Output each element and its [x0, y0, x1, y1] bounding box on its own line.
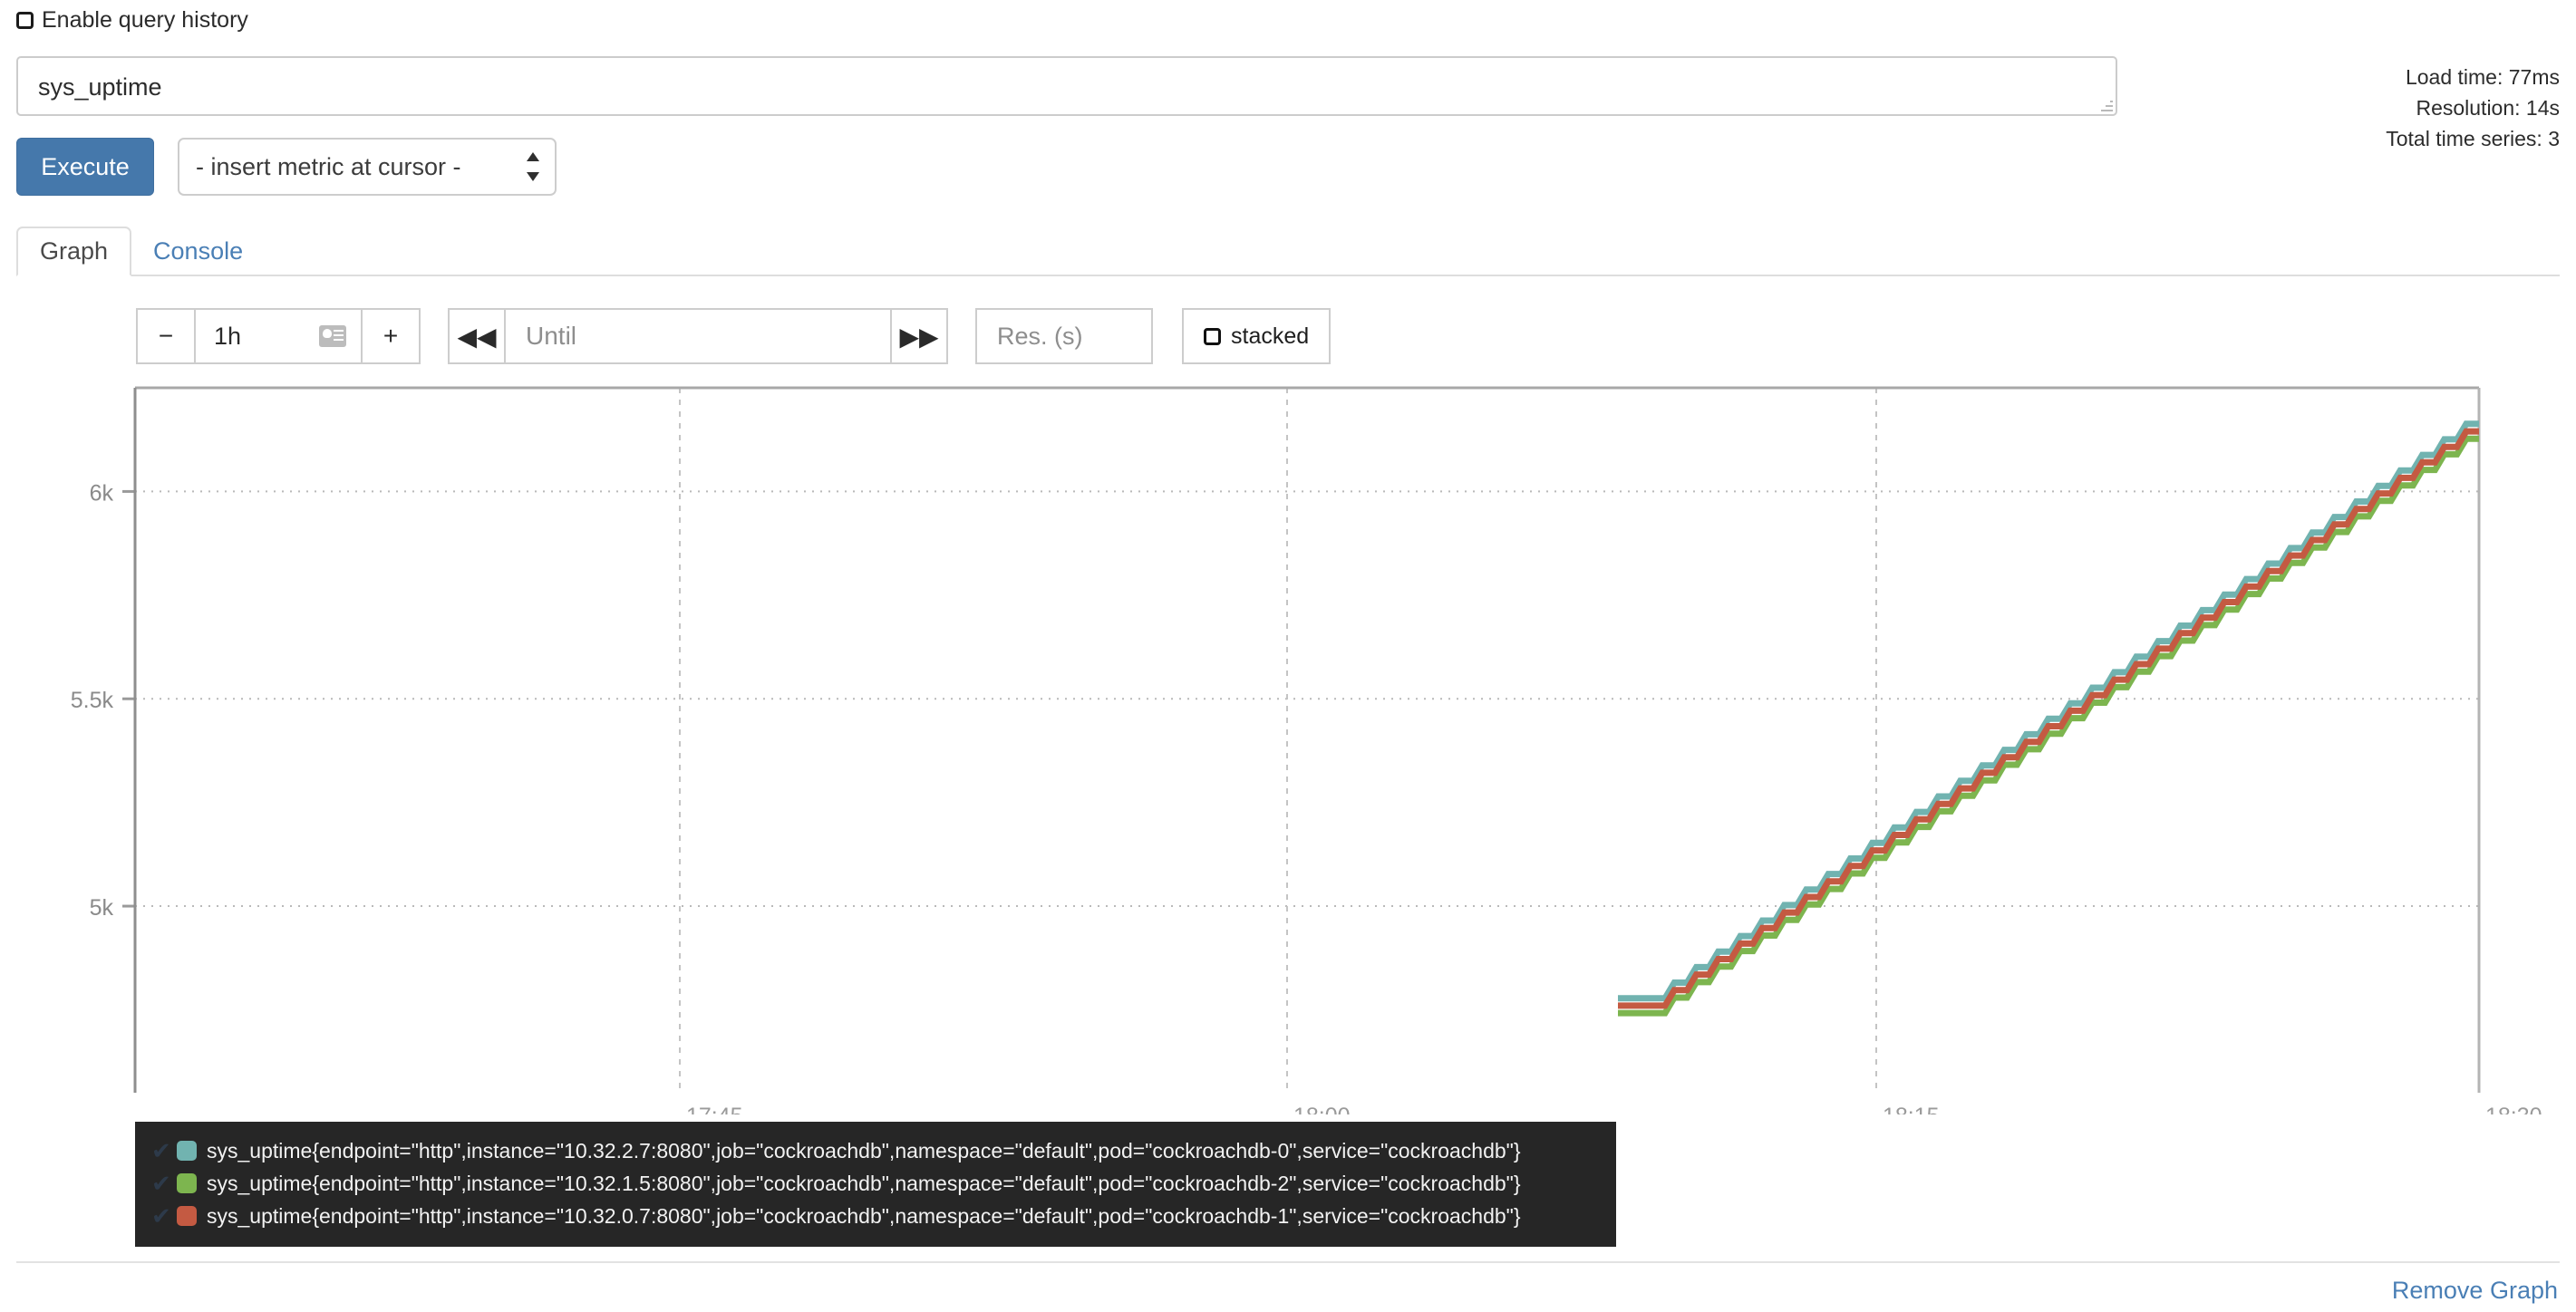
tab-bar: Graph Console: [16, 222, 2560, 276]
insert-metric-selected-value: - insert metric at cursor -: [196, 152, 461, 180]
svg-text:17:45: 17:45: [686, 1104, 743, 1114]
checkbox-icon[interactable]: [16, 12, 34, 29]
execute-button[interactable]: Execute: [16, 138, 154, 196]
legend-color-swatch: [177, 1173, 197, 1193]
step-forward-icon[interactable]: ▶▶: [890, 308, 948, 364]
decrease-range-button[interactable]: −: [136, 308, 196, 364]
legend-item[interactable]: ✔ sys_uptime{endpoint="http",instance="1…: [135, 1200, 1616, 1232]
panel-divider: [16, 1261, 2560, 1263]
range-input[interactable]: 1h: [194, 308, 363, 364]
uptime-line-chart[interactable]: 5k 5.5k 6k 17:45 18:00 18:15 18:30: [0, 381, 2576, 1114]
svg-text:18:30: 18:30: [2485, 1104, 2542, 1114]
graph-controls: − 1h + ◀◀ Until ▶▶ Res. (s) stacked: [136, 308, 1332, 364]
increase-range-button[interactable]: +: [361, 308, 421, 364]
svg-text:6k: 6k: [90, 480, 114, 506]
legend-item[interactable]: ✔ sys_uptime{endpoint="http",instance="1…: [135, 1134, 1616, 1167]
id-card-icon[interactable]: [319, 325, 346, 347]
tab-graph[interactable]: Graph: [16, 227, 132, 276]
chart-legend: ✔ sys_uptime{endpoint="http",instance="1…: [135, 1122, 1616, 1247]
legend-item[interactable]: ✔ sys_uptime{endpoint="http",instance="1…: [135, 1167, 1616, 1200]
graph-panel: 5k 5.5k 6k 17:45 18:00 18:15 18:30: [0, 381, 2576, 1114]
spinner-arrows-icon[interactable]: [527, 152, 539, 181]
legend-check-icon[interactable]: ✔: [151, 1170, 171, 1197]
svg-text:18:15: 18:15: [1883, 1104, 1940, 1114]
legend-series-label: sys_uptime{endpoint="http",instance="10.…: [207, 1203, 1521, 1228]
query-stats: Load time: 77ms Resolution: 14s Total ti…: [2386, 62, 2560, 154]
series-line: [1618, 428, 2479, 1009]
legend-color-swatch: [177, 1141, 197, 1161]
range-group: − 1h +: [136, 308, 421, 364]
legend-series-label: sys_uptime{endpoint="http",instance="10.…: [207, 1171, 1521, 1195]
until-input[interactable]: Until: [504, 308, 892, 364]
expression-value: sys_uptime: [38, 73, 162, 101]
stacked-label: stacked: [1231, 323, 1310, 349]
expression-input[interactable]: sys_uptime: [16, 56, 2117, 116]
enable-query-history-label: Enable query history: [42, 7, 248, 33]
svg-text:18:00: 18:00: [1293, 1104, 1351, 1114]
total-time-series-stat: Total time series: 3: [2386, 127, 2560, 150]
step-backward-icon[interactable]: ◀◀: [448, 308, 506, 364]
series-line: [1618, 435, 2479, 1017]
resolution-stat: Resolution: 14s: [2416, 96, 2560, 120]
range-value: 1h: [214, 322, 242, 350]
tab-console[interactable]: Console: [153, 237, 244, 265]
enable-query-history-row[interactable]: Enable query history: [16, 9, 248, 32]
legend-series-label: sys_uptime{endpoint="http",instance="10.…: [207, 1138, 1521, 1162]
series-line: [1618, 420, 2479, 1002]
stacked-checkbox-icon[interactable]: [1204, 327, 1221, 345]
resize-grip-icon[interactable]: [2100, 99, 2113, 111]
resolution-input[interactable]: Res. (s): [975, 308, 1153, 364]
legend-color-swatch: [177, 1206, 197, 1226]
insert-metric-select[interactable]: - insert metric at cursor -: [178, 138, 557, 196]
time-nav-group: ◀◀ Until ▶▶: [448, 308, 948, 364]
legend-check-icon[interactable]: ✔: [151, 1202, 171, 1230]
legend-check-icon[interactable]: ✔: [151, 1137, 171, 1164]
svg-text:5k: 5k: [90, 895, 114, 921]
load-time-stat: Load time: 77ms: [2405, 65, 2560, 89]
svg-text:5.5k: 5.5k: [71, 688, 114, 713]
stacked-toggle[interactable]: stacked: [1182, 308, 1332, 364]
remove-graph-link[interactable]: Remove Graph: [2391, 1277, 2558, 1304]
